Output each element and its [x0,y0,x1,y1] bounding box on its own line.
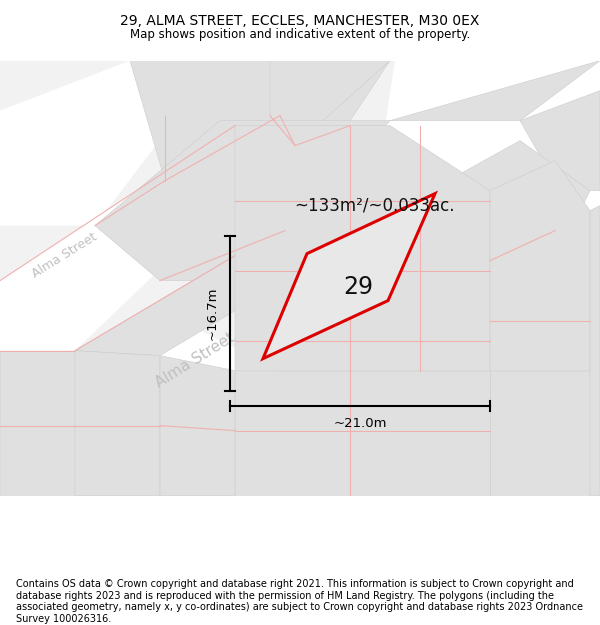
Text: 29: 29 [343,274,373,299]
Polygon shape [590,206,600,496]
Text: Alma Street: Alma Street [152,330,238,391]
Polygon shape [0,326,600,496]
Polygon shape [0,351,75,496]
Polygon shape [520,91,600,191]
Polygon shape [490,161,590,371]
Polygon shape [75,256,285,356]
Text: ~133m²/~0.033ac.: ~133m²/~0.033ac. [295,197,455,214]
Polygon shape [430,141,590,261]
Polygon shape [530,161,600,261]
Polygon shape [0,61,600,496]
Polygon shape [0,61,220,226]
Polygon shape [130,61,390,226]
Polygon shape [385,61,600,236]
Text: ~21.0m: ~21.0m [333,417,387,430]
Polygon shape [75,351,160,496]
Polygon shape [0,126,310,351]
Text: ~16.7m: ~16.7m [205,286,218,340]
Polygon shape [160,356,235,496]
Text: Alma Street: Alma Street [30,231,100,281]
Polygon shape [263,194,435,359]
Text: 29, ALMA STREET, ECCLES, MANCHESTER, M30 0EX: 29, ALMA STREET, ECCLES, MANCHESTER, M30… [121,14,479,28]
Polygon shape [235,371,490,496]
Polygon shape [95,121,390,281]
Polygon shape [270,61,390,146]
Polygon shape [235,126,490,371]
Text: Contains OS data © Crown copyright and database right 2021. This information is : Contains OS data © Crown copyright and d… [16,579,583,624]
Polygon shape [390,61,600,121]
Polygon shape [490,371,590,496]
Text: Map shows position and indicative extent of the property.: Map shows position and indicative extent… [130,28,470,41]
